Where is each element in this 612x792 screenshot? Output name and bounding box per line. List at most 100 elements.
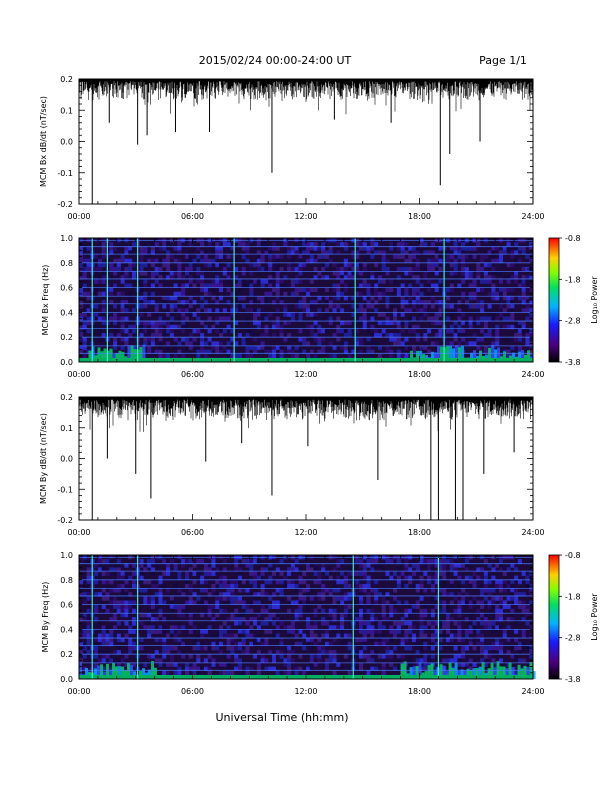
spectrogram-cell — [275, 579, 280, 585]
spectrogram-cell — [442, 567, 447, 572]
spectrogram-cell — [200, 645, 205, 651]
spectrogram-cell — [506, 287, 511, 293]
spectrogram-cell — [332, 345, 337, 350]
spectrogram-cell — [158, 662, 163, 667]
spectrogram-cell — [97, 316, 102, 321]
spectrogram-cell — [177, 316, 182, 321]
spectrogram-cell — [173, 337, 178, 342]
spectrogram-cell — [128, 333, 133, 338]
spectrogram-cell — [188, 254, 193, 259]
spectrogram-cell — [427, 328, 432, 334]
spectrogram-cell — [453, 262, 458, 268]
spectrogram-cell — [177, 275, 182, 280]
spectrogram-cell — [434, 341, 439, 346]
spectrogram-cell — [237, 579, 242, 585]
spectrogram-cell — [101, 625, 106, 630]
spectrogram-cell — [347, 604, 352, 610]
spectrogram-cell — [445, 604, 451, 610]
spectrogram-cell — [207, 666, 212, 672]
spectrogram-cell — [169, 308, 174, 313]
spectrogram-cell — [510, 563, 515, 568]
spectrogram-cell — [324, 650, 329, 655]
spectrogram-cell — [495, 271, 500, 276]
spectrogram-cell — [162, 246, 167, 251]
spectrogram-cell — [306, 308, 311, 313]
spectrogram-cell — [332, 604, 337, 610]
spectrogram-cell — [279, 670, 284, 676]
spectrogram-cell — [113, 312, 118, 317]
spectrogram-cell — [169, 604, 174, 610]
spectrogram-cell — [404, 242, 409, 247]
spectrogram-cell — [385, 596, 390, 601]
spectrogram-cell — [332, 262, 337, 268]
spectrogram-cell — [94, 258, 99, 264]
spectrogram-cell — [218, 287, 224, 293]
spectrogram-cell — [377, 345, 382, 350]
spectrogram-cell — [162, 559, 167, 564]
spectrogram-cell — [400, 266, 405, 272]
spectrogram-cell — [226, 625, 231, 630]
spectrogram-cell — [298, 575, 303, 581]
spectrogram-cell — [113, 271, 118, 276]
spectrogram-cell — [241, 612, 246, 618]
spectrogram-cell — [438, 333, 443, 338]
spectrogram-cell — [143, 283, 148, 288]
spectrogram-cell — [218, 262, 224, 268]
spectrogram-cell — [514, 645, 519, 651]
spectrogram-cell — [514, 271, 519, 276]
spectrogram-cell — [442, 588, 447, 593]
spectrogram-cell — [192, 666, 197, 672]
spectrogram-cell — [143, 662, 148, 667]
spectrogram-cell — [298, 654, 303, 659]
spectrogram-cell — [256, 312, 261, 317]
spectrogram-cell — [423, 571, 428, 576]
spectrogram-cell — [131, 563, 137, 568]
spectrogram-cell — [321, 617, 326, 622]
spectrogram-cell — [143, 300, 148, 305]
spectrogram-cell — [434, 629, 439, 634]
spectrogram-cell — [502, 579, 507, 585]
spectrogram-cell — [457, 328, 462, 334]
spectrogram-cell — [294, 250, 299, 255]
spectrogram-cell — [517, 333, 522, 338]
spectrogram-cell — [464, 320, 469, 326]
spectrogram-cell — [343, 596, 348, 601]
spectrogram-cell — [128, 650, 133, 655]
spectrogram-cell — [124, 604, 129, 610]
spectrogram-cell — [495, 612, 500, 618]
spectrogram-cell — [116, 316, 121, 321]
spectrogram-cell — [181, 283, 186, 288]
spectrogram-cell — [374, 666, 379, 672]
spectrogram-cell — [445, 341, 451, 346]
spectrogram-cell — [184, 308, 190, 313]
spectrogram-cell — [268, 604, 273, 610]
spectrogram-cell — [169, 629, 174, 634]
spectrogram-cell — [154, 637, 159, 643]
spectrogram-cell — [249, 617, 254, 622]
spectrogram-cell — [396, 583, 401, 589]
low-freq-power — [478, 666, 482, 679]
spectrogram-cell — [181, 353, 186, 359]
spectrogram-cell — [188, 666, 193, 672]
spectrogram-cell — [381, 291, 386, 297]
low-freq-power — [115, 353, 119, 362]
spectrogram-cell — [124, 662, 129, 667]
spectrogram-cell — [203, 254, 208, 259]
spectrogram-cell — [177, 258, 182, 264]
spectrogram-cell — [200, 588, 205, 593]
spectrogram-cell — [362, 625, 367, 630]
spectrogram-cell — [529, 345, 534, 350]
x-axis-title: Universal Time (hh:mm) — [216, 711, 349, 724]
spectrogram-cell — [222, 308, 227, 313]
spectrogram-cell — [377, 617, 382, 622]
spectrogram-cell — [366, 579, 371, 585]
spectrogram-cell — [502, 291, 507, 297]
spectrogram-cell — [116, 571, 121, 576]
spectrogram-cell — [166, 670, 171, 676]
spectrogram-cell — [139, 295, 144, 301]
spectrogram-cell — [480, 612, 485, 618]
spectrogram-cell — [226, 637, 231, 643]
spectrogram-cell — [150, 271, 155, 276]
spectrogram-cell — [207, 328, 212, 334]
